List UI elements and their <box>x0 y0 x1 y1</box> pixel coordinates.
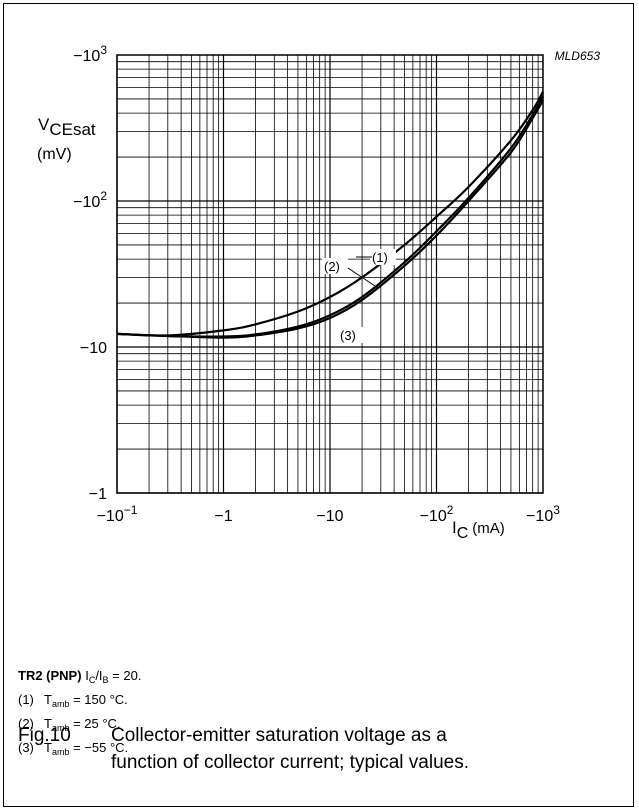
plot-area-border <box>116 54 544 494</box>
series-label-3: (3) <box>340 328 356 343</box>
series-line-3 <box>116 99 544 339</box>
x-axis-label: IC (mA) <box>452 518 505 542</box>
series-label-bg-1 <box>370 249 396 265</box>
series-labels: (1) (2) (3) <box>322 249 396 343</box>
caption-line-1: Collector-emitter saturation voltage as … <box>111 725 447 746</box>
series-leader-2 <box>347 267 379 289</box>
y-axis-unit: (mV) <box>37 146 72 163</box>
series-label-2: (2) <box>324 259 340 274</box>
conditions-title: TR2 (PNP) IC/IB = 20. <box>18 668 142 685</box>
caption-fig-number: Fig.10 <box>18 725 71 746</box>
series-label-bg-3 <box>338 327 364 343</box>
y-tick-label-0: −1 <box>89 486 107 503</box>
tick-labels: −10−1 −1 −10 −102 −103−1−10−102−103 <box>73 43 560 525</box>
series-label-bg-2 <box>322 258 348 274</box>
y-axis-label: VCEsat <box>38 115 96 139</box>
figure-caption: Fig.10 Collector-emitter saturation volta… <box>18 722 469 776</box>
x-tick-label-3: −102 <box>420 503 454 525</box>
condition-item-3: (3) Tamb = −55 °C. <box>18 740 129 757</box>
figure-frame <box>3 3 634 807</box>
condition-item-2: (2) Tamb = 25 °C. <box>18 716 121 733</box>
x-tick-label-1: −1 <box>214 508 232 525</box>
y-tick-label-3: −103 <box>73 43 107 65</box>
axis-labels: MLD653 VCEsat (mV) IC (mA) <box>37 49 600 542</box>
chart: −10−1 −1 −10 −102 −103−1−10−102−103 MLD653 V… <box>37 43 600 542</box>
condition-item-1: (1) Tamb = 150 °C. <box>18 692 128 709</box>
y-tick-label-2: −102 <box>73 189 107 211</box>
x-tick-label-2: −10 <box>316 508 343 525</box>
conditions: TR2 (PNP) IC/IB = 20. (1) Tamb = 150 °C. … <box>18 664 141 760</box>
caption-line-2: function of collector current; typical v… <box>111 752 470 773</box>
x-tick-label-0: −10−1 <box>97 503 138 525</box>
x-tick-label-4: −103 <box>526 503 560 525</box>
figure-code: MLD653 <box>555 49 601 63</box>
series-label-1: (1) <box>372 250 388 265</box>
y-tick-label-1: −10 <box>80 340 107 357</box>
